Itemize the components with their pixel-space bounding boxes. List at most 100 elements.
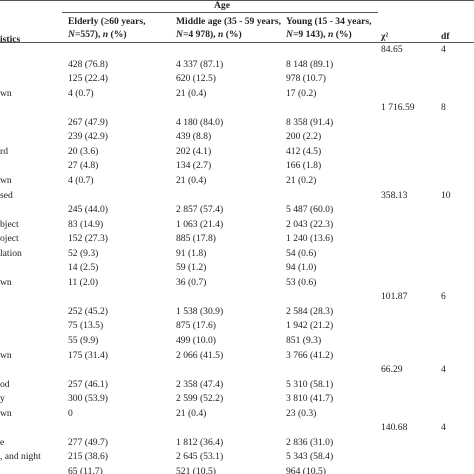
cell-elderly: 55 (9.9) [68,335,99,346]
cell-middle-age: 620 (12.5) [176,73,216,85]
cell-elderly: 245 (44.0) [68,204,108,216]
cell-young: 94 (1.0) [286,262,317,274]
cell-chi-square: 140.68 [381,422,408,434]
age-group-header: Age [214,0,230,11]
cell-df: 6 [441,291,446,303]
cell-middle-age: 91 (1.8) [176,247,207,259]
cell-df: 4 [441,422,446,434]
cell-elderly: 4 (0.7) [68,175,94,186]
cell-middle-age: 59 (1.2) [176,262,207,274]
cell-characteristic: , and night [0,451,41,463]
cell-middle-age: 134 (2.7) [176,160,212,172]
cell-characteristic: oject [0,233,19,245]
cell-df: 4 [441,364,446,376]
cell-elderly: 175 (31.4) [68,349,108,361]
cell-young: 200 (2.2) [286,131,322,143]
cell-elderly: 65 (11.7) [68,466,103,474]
cell-middle-age: 4 337 (87.1) [176,58,224,70]
cell-elderly: 0 [68,407,73,419]
cell-elderly: 83 (14.9) [68,218,104,230]
cell-young: 978 (10.7) [286,73,326,85]
cell-elderly: 125 (22.4) [68,73,108,85]
cell-middle-age: 1 063 (21.4) [176,218,224,230]
cell-chi-square: 101.87 [381,291,408,303]
cell-characteristic: wn [0,87,12,99]
cell-young: 1 942 (21.2) [286,320,334,332]
cell-characteristic: od [0,378,10,390]
cell-middle-age: 2 599 (52.2) [176,393,224,405]
cell-middle-age: 875 (17.6) [176,320,216,332]
top-rule [0,0,474,1]
cell-elderly: 152 (27.3) [68,233,108,245]
cell-middle-age: 1 538 (30.9) [176,305,224,317]
cell-chi-square: 66.29 [381,364,403,376]
cell-young: 2 043 (22.3) [286,218,334,230]
cell-df: 4 [441,44,446,55]
cell-middle-age: 521 (10.5) [176,466,216,474]
cell-young: 2 836 (31.0) [286,436,334,448]
cell-elderly: 14 (2.5) [68,262,99,274]
cell-middle-age: 21 (0.4) [176,175,207,186]
cell-young: 5 310 (58.1) [286,378,334,390]
cell-middle-age: 499 (10.0) [176,335,216,346]
cell-young: 166 (1.8) [286,160,322,172]
cell-elderly: 215 (38.6) [68,451,108,463]
cell-young: 5 343 (58.4) [286,451,334,463]
age-group-rule [62,12,378,13]
cell-young: 23 (0.3) [286,407,317,419]
cell-elderly: 75 (13.5) [68,320,104,332]
cell-elderly: 239 (42.9) [68,131,108,143]
header-bottom-rule [0,42,474,43]
cell-chi-square: 358.13 [381,189,408,201]
cell-middle-age: 2 358 (47.4) [176,378,224,390]
cell-characteristic: bject [0,218,19,230]
cell-characteristic: y [0,393,5,405]
cell-young: 2 584 (28.3) [286,305,334,317]
cell-young: 3 766 (41.2) [286,349,334,361]
cell-middle-age: 21 (0.4) [176,87,207,99]
cell-df: 8 [441,102,446,114]
cell-young: 53 (0.6) [286,276,317,288]
cell-middle-age: 2 066 (41.5) [176,349,224,361]
cell-young: 54 (0.6) [286,247,317,259]
cell-young: 17 (0.2) [286,87,317,99]
column-header-line1: Young (15 - 34 years, [286,16,372,27]
cell-characteristic: lation [0,247,22,259]
cell-young: 3 810 (41.7) [286,393,334,405]
cell-young: 8 148 (89.1) [286,58,334,70]
cell-characteristic: wn [0,276,12,288]
column-header-df: df [441,31,450,42]
cell-elderly: 300 (53.9) [68,393,108,405]
cell-middle-age: 1 812 (36.4) [176,436,224,448]
cell-elderly: 277 (49.7) [68,436,108,448]
cell-middle-age: 36 (0.7) [176,276,207,288]
cell-young: 5 487 (60.0) [286,204,334,216]
cell-characteristic: wn [0,407,12,419]
cell-characteristic: e [0,436,5,448]
cell-characteristic: wn [0,175,12,186]
cell-young: 964 (10.5) [286,466,326,474]
cell-middle-age: 4 180 (84.0) [176,116,224,128]
cell-elderly: 267 (47.9) [68,116,108,128]
column-header-line2: N=557), n (%) [68,29,127,40]
cell-characteristic: sed [0,189,13,201]
cell-chi-square: 1 716.59 [381,102,415,114]
cell-middle-age: 885 (17.8) [176,233,216,245]
column-header-line2: N=9 143), n (%) [286,29,352,40]
cell-middle-age: 439 (8.8) [176,131,212,143]
cell-elderly: 252 (45.2) [68,305,108,317]
cell-young: 1 240 (13.6) [286,233,334,245]
column-header-chi-square: χ² [381,31,389,42]
cell-middle-age: 2 857 (57.4) [176,204,224,216]
cell-characteristic: rd [0,145,8,157]
cell-elderly: 257 (46.1) [68,378,108,390]
cell-elderly: 27 (4.8) [68,160,99,172]
cell-young: 412 (4.5) [286,145,322,157]
column-header-line2: N=4 978), n (%) [176,29,242,40]
cell-characteristic: wn [0,349,12,361]
cell-middle-age: 2 645 (53.1) [176,451,224,463]
column-header-characteristics: istics [0,34,21,45]
cell-middle-age: 21 (0.4) [176,407,207,419]
cell-df: 10 [441,189,451,201]
